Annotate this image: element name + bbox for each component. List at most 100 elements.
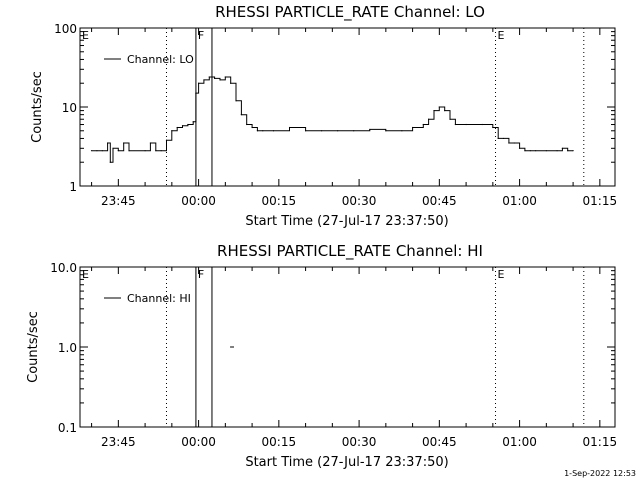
data-point [109,161,111,163]
x-tick-label: 01:15 [583,435,618,449]
data-point [556,150,558,152]
data-point [96,150,98,152]
x-tick-label: 00:15 [262,194,297,208]
data-point [107,142,109,144]
data-point [438,106,440,108]
chart-title-hi: RHESSI PARTICLE_RATE Channel: HI [217,242,483,261]
data-point [90,150,93,152]
data-point [449,118,451,120]
y-tick-label: 1.0 [58,341,77,355]
marker-label: F [198,268,204,281]
data-point [411,126,414,129]
data-point [337,130,339,132]
data-point [561,147,563,149]
data-point [155,150,157,152]
data-point [128,150,130,152]
marker-label: E [498,268,505,281]
data-point [101,150,103,152]
data-point [272,130,275,132]
chart-title-lo: RHESSI PARTICLE_RATE Channel: LO [215,3,485,22]
y-tick-label: 10 [62,101,77,115]
data-point [353,130,355,132]
x-axis-label-hi: Start Time (27-Jul-17 23:37:50) [245,455,448,470]
data-point [502,137,505,140]
data-point [508,142,510,144]
y-tick-label: 0.1 [58,421,77,435]
data-point [117,150,119,152]
data-point [192,121,194,123]
x-tick-label: 00:45 [422,435,457,449]
data-point [529,150,531,152]
data-point [208,76,210,78]
data-point [181,125,184,127]
data-point [369,128,371,131]
plot-frame-hi [79,266,616,428]
x-tick-label: 01:00 [502,435,537,449]
y-tick-label: 10.0 [50,261,77,275]
data-point [304,130,307,132]
legend-label-hi: Channel: HI [127,292,191,305]
data-point [524,150,526,152]
y-tick-label: 1 [69,180,77,194]
marker-label: E [498,29,505,42]
data-point [195,92,197,94]
data-point [497,137,499,140]
data-point [246,123,248,126]
x-tick-label: 23:45 [101,435,136,449]
x-tick-label: 23:45 [101,194,136,208]
x-tick-label: 00:30 [342,435,377,449]
legend-label-lo: Channel: LO [127,53,194,66]
data-point [171,130,173,132]
data-point [465,123,467,126]
plot-frame-lo [79,27,616,187]
data-point [219,79,221,81]
data-point [572,150,574,152]
data-point [149,142,152,144]
data-point [160,150,162,152]
data-point [401,130,403,132]
x-axis-label-lo: Start Time (27-Jul-17 23:37:50) [245,214,448,229]
data-point [444,110,446,112]
data-point [165,139,168,141]
y-tick-label: 100 [54,22,77,36]
data-point [230,82,232,84]
data-point [235,100,237,102]
marker-label: E [82,268,89,281]
data-point [203,79,205,81]
data-point [567,150,569,152]
panel-lo-channel: RHESSI PARTICLE_RATE Channel: LO Start T… [30,3,617,229]
data-point [518,147,521,149]
data-point [385,130,387,132]
data-point [545,150,547,152]
data-point [262,130,264,132]
data-point [112,147,114,149]
marker-label: E [82,29,89,42]
x-tick-label: 00:15 [262,435,297,449]
data-point [256,130,259,132]
data-point [230,346,232,348]
data-point [214,77,216,80]
x-tick-label: 01:15 [583,194,618,208]
marker-label: F [198,29,204,42]
data-point [144,150,146,152]
data-point [428,118,430,120]
y-axis-label-lo: Counts/sec [30,71,45,143]
data-point [197,82,200,84]
data-point [481,123,483,126]
x-tick-label: 01:00 [502,194,537,208]
series-line [91,76,574,163]
x-tick-label: 00:00 [181,435,216,449]
data-point [321,130,323,132]
x-tick-label: 00:30 [342,194,377,208]
data-point [251,126,253,129]
data-point [422,123,424,126]
x-tick-label: 00:45 [422,194,457,208]
data-point [433,110,435,112]
footer-timestamp: 1-Sep-2022 12:53 [564,469,636,478]
data-point [240,114,242,116]
y-axis-label-hi: Counts/sec [26,311,41,383]
data-point [232,346,234,348]
data-point [123,142,125,144]
